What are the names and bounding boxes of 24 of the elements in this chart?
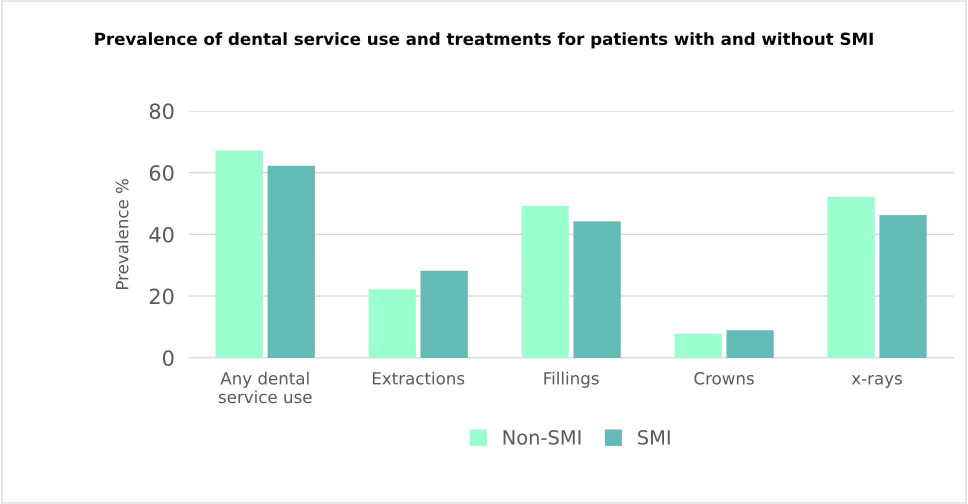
bar [573, 221, 621, 358]
bar [726, 330, 774, 358]
y-tick-label: 20 [150, 288, 174, 304]
bar [879, 215, 927, 358]
x-tick-label: Any dental service use [218, 372, 312, 404]
x-tick-label: Crowns [694, 372, 754, 385]
x-tick-label: Fillings [544, 372, 599, 388]
y-tick-label: 60 [150, 165, 174, 181]
y-tick-label: 40 [149, 226, 174, 243]
bar [368, 289, 416, 358]
y-tick-label: 0 [162, 350, 174, 366]
x-tick-label: x-rays [852, 375, 902, 388]
y-axis-title: Prevalence % [116, 179, 128, 290]
legend-label: SMI [638, 430, 670, 445]
bar [268, 166, 315, 358]
chart-title: Prevalence of dental service use and treatments for patients with and without SMI [95, 32, 873, 48]
bar [674, 334, 722, 358]
bar [216, 150, 263, 358]
y-tick-label: 80 [150, 103, 174, 120]
bar [827, 196, 875, 358]
bar [420, 270, 468, 358]
bar [521, 206, 569, 358]
legend-label: Non-SMI [504, 430, 580, 445]
x-tick-label: Extractions [372, 372, 464, 385]
